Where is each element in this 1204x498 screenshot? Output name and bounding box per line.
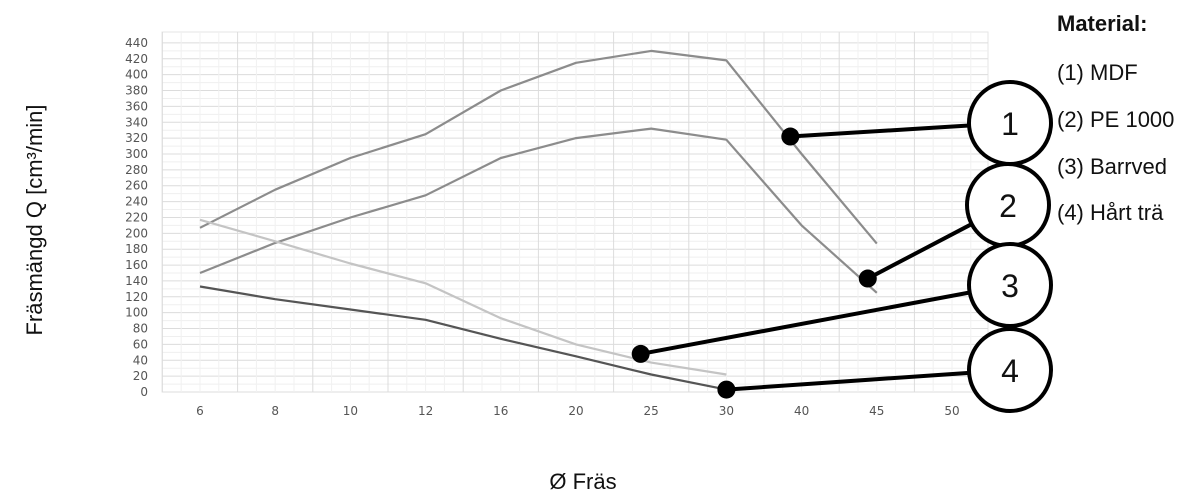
callout-circle: [967, 242, 1053, 328]
series-line-1: [199, 49, 878, 245]
x-tick-label: 10: [343, 404, 358, 418]
x-tick-label: 20: [568, 404, 583, 418]
y-tick-label: 380: [125, 84, 148, 98]
callout-leader: [640, 290, 971, 356]
plot-area: [161, 31, 989, 393]
legend-title: Material:: [1057, 11, 1147, 36]
x-tick-label: 50: [944, 404, 959, 418]
y-tick-label: 0: [140, 385, 148, 399]
y-tick-label: 160: [125, 258, 148, 272]
y-tick-label: 140: [125, 274, 148, 288]
y-tick-label: 340: [125, 115, 148, 129]
y-tick-label: 40: [133, 353, 148, 367]
callout-2: 2: [858, 162, 1051, 288]
y-tick-label: 240: [125, 195, 148, 209]
legend-item-4: (4) Hårt trä: [1057, 200, 1164, 225]
callout-circle: [967, 327, 1053, 413]
callout-number: 2: [999, 188, 1017, 224]
x-tick-label: 6: [196, 404, 204, 418]
callout-1: 1: [781, 80, 1053, 166]
callout-4: 4: [717, 327, 1053, 413]
series-line-2: [199, 127, 878, 294]
callout-leader: [790, 123, 970, 139]
callout-number: 4: [1001, 353, 1019, 389]
y-tick-label: 20: [133, 369, 148, 383]
callout-dot: [717, 380, 736, 399]
x-tick-label: 12: [418, 404, 433, 418]
y-tick-label: 420: [125, 52, 148, 66]
y-tick-label: 400: [125, 68, 148, 82]
y-tick-label: 100: [125, 306, 148, 320]
legend-item-2: (2) PE 1000: [1057, 107, 1174, 132]
y-tick-label: 60: [133, 337, 148, 351]
x-tick-label: 25: [644, 404, 659, 418]
y-tick-label: 120: [125, 290, 148, 304]
callout-3: 3: [631, 242, 1053, 363]
y-tick-label: 360: [125, 99, 148, 113]
legend-item-3: (3) Barrved: [1057, 154, 1167, 179]
y-tick-label: 300: [125, 147, 148, 161]
x-axis-title: Ø Fräs: [549, 469, 616, 494]
callout-leader: [726, 370, 970, 392]
callout-number: 1: [1001, 106, 1019, 142]
legend-item-1: (1) MDF: [1057, 60, 1138, 85]
y-tick-label: 320: [125, 131, 148, 145]
y-tick-label: 220: [125, 210, 148, 224]
y-tick-label: 200: [125, 226, 148, 240]
y-tick-label: 180: [125, 242, 148, 256]
callout-dot: [631, 344, 650, 363]
x-tick-label: 40: [794, 404, 809, 418]
x-tick-label: 45: [869, 404, 884, 418]
y-tick-label: 80: [133, 322, 148, 336]
x-tick-label: 16: [493, 404, 508, 418]
x-tick-label: 30: [719, 404, 734, 418]
y-tick-label: 280: [125, 163, 148, 177]
series-line-4: [199, 285, 727, 391]
y-tick-label: 440: [125, 36, 148, 50]
y-axis-title: Fräsmängd Q [cm³/min]: [22, 104, 47, 335]
callout-number: 3: [1001, 268, 1019, 304]
y-tick-label: 260: [125, 179, 148, 193]
x-tick-labels: 6 8 10 12 16 20 25 30 40 45 50: [196, 404, 959, 418]
legend: Material: (1) MDF (2) PE 1000 (3) Barrve…: [1057, 11, 1174, 225]
callout-leader: [866, 222, 973, 281]
callouts: 1 2 3 4: [631, 80, 1053, 413]
x-tick-label: 8: [271, 404, 279, 418]
grid: [161, 31, 989, 393]
callout-dot: [858, 269, 877, 288]
callout-dot: [781, 127, 800, 146]
